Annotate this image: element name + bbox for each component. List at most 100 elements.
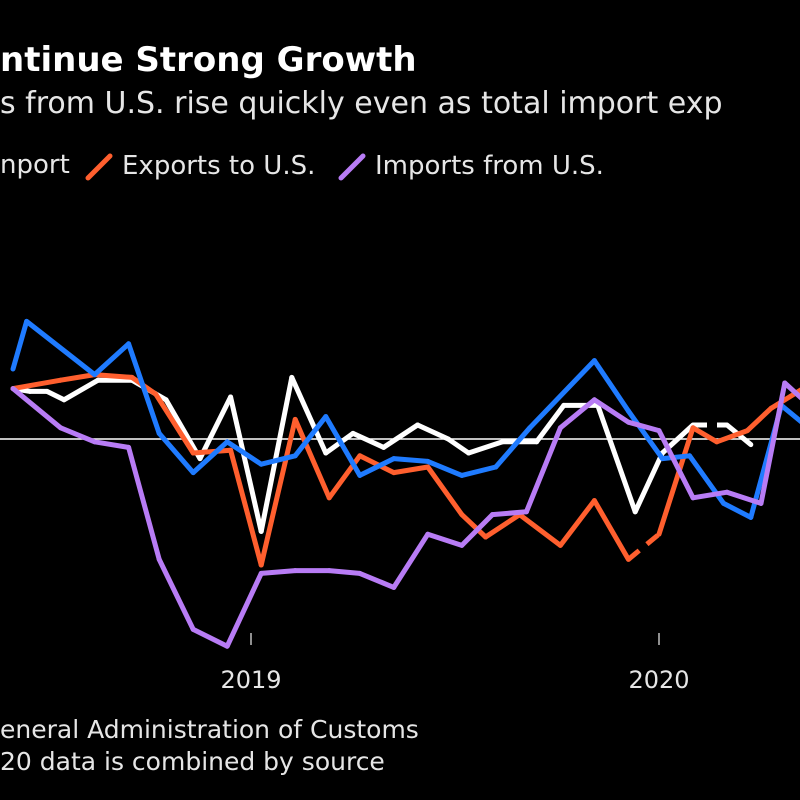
series-0-segment xyxy=(445,436,472,456)
series-1-segment xyxy=(656,425,696,537)
series-3-segment xyxy=(758,380,788,506)
series-0-segment xyxy=(228,394,264,534)
series-1-segment xyxy=(425,464,465,518)
line-chart: 2019 2020 xyxy=(0,318,800,694)
series-1-segment xyxy=(626,532,661,562)
legend-item-imports-from-us: Imports from U.S. xyxy=(337,150,604,182)
series-2-segment xyxy=(778,402,800,424)
series-2-segment xyxy=(493,425,533,470)
series-3-segment xyxy=(391,531,431,590)
source-note: eneral Administration of Customs 20 data… xyxy=(0,714,419,778)
x-tick-label: 2020 xyxy=(628,666,689,694)
series-1-segment xyxy=(153,391,196,456)
series-1-segment xyxy=(10,377,64,392)
series-2-segment xyxy=(659,453,693,462)
series-3-segment xyxy=(92,439,132,450)
series-3-segment xyxy=(625,419,662,434)
series-0-segment xyxy=(534,402,567,445)
series-3-segment xyxy=(591,397,631,425)
series-1-segment xyxy=(768,387,800,411)
series-0-segment xyxy=(466,439,506,456)
series-0-segment xyxy=(197,394,234,462)
series-3-segment xyxy=(10,386,64,431)
series-0-segment xyxy=(289,374,329,456)
legend-label: Exports to U.S. xyxy=(122,151,316,181)
series-2-segment xyxy=(156,430,196,476)
series-1-segment xyxy=(326,453,363,501)
series-0-segment xyxy=(44,388,67,403)
series-0-segment xyxy=(415,422,451,442)
series-2-segment xyxy=(591,358,631,414)
series-0-segment xyxy=(350,430,387,450)
series-0-segment xyxy=(632,450,665,515)
series-2-segment xyxy=(323,414,363,478)
series-0-segment xyxy=(61,377,101,403)
chart-subtitle: s from U.S. rise quickly even as total i… xyxy=(0,86,723,121)
series-1-segment xyxy=(459,512,489,540)
series-0-segment xyxy=(595,402,638,515)
series-1-segment xyxy=(557,498,597,548)
legend-label: nport xyxy=(0,150,70,180)
series-1-segment xyxy=(744,405,774,434)
source-line-1: eneral Administration of Customs xyxy=(0,715,419,744)
series-1-segment xyxy=(228,447,264,568)
purple-line-swatch-icon xyxy=(338,153,366,181)
series-1-segment xyxy=(292,416,332,501)
series-2-segment xyxy=(10,318,30,372)
series-1-segment xyxy=(517,512,563,548)
series-0-segment xyxy=(258,374,295,534)
series-3-segment xyxy=(190,626,230,649)
series-1-segment xyxy=(483,512,523,540)
series-1-segment xyxy=(190,447,234,456)
series-1-segment xyxy=(690,425,720,445)
legend-item-exports-to-us: Exports to U.S. xyxy=(84,150,315,182)
series-1-segment xyxy=(58,372,98,383)
series-3-segment xyxy=(58,425,98,445)
chart-title: ntinue Strong Growth xyxy=(0,40,417,80)
series-2-segment xyxy=(224,439,264,467)
legend: nport Exports to U.S. Imports from U.S. xyxy=(0,150,800,186)
series-3-segment xyxy=(690,489,730,501)
series-3-segment xyxy=(557,397,597,431)
series-2-segment xyxy=(92,341,132,378)
series-2-segment xyxy=(459,464,499,478)
series-layer xyxy=(10,318,800,649)
series-2-segment xyxy=(527,358,597,431)
series-3-segment xyxy=(224,570,264,649)
series-2-segment xyxy=(258,453,298,467)
series-2-segment xyxy=(292,414,329,459)
series-2-segment xyxy=(721,500,754,520)
series-2-segment xyxy=(190,439,230,476)
series-3-segment xyxy=(156,556,196,632)
series-1-segment xyxy=(258,416,298,568)
series-1-segment xyxy=(591,498,631,562)
x-tick-label: 2019 xyxy=(220,666,281,694)
series-3-segment xyxy=(782,380,800,401)
series-3-segment xyxy=(425,531,465,548)
series-3-segment xyxy=(258,568,298,576)
series-3-segment xyxy=(459,512,495,548)
source-line-2: 20 data is combined by source xyxy=(0,747,385,776)
series-3-segment xyxy=(724,489,764,506)
series-3-segment xyxy=(489,509,529,518)
series-1-segment xyxy=(391,464,431,476)
legend-label: Imports from U.S. xyxy=(375,151,604,181)
series-3-segment xyxy=(357,570,397,590)
series-1-segment xyxy=(357,453,397,476)
series-3-segment xyxy=(126,444,162,562)
series-2-segment xyxy=(625,408,665,462)
series-1-segment xyxy=(714,428,750,445)
series-3-segment xyxy=(326,568,363,576)
legend-item-total-import: nport xyxy=(0,150,70,180)
series-2-segment xyxy=(357,456,397,478)
series-1-segment xyxy=(92,372,135,380)
series-0-segment xyxy=(381,422,421,450)
series-2-segment xyxy=(425,458,465,478)
orange-line-swatch-icon xyxy=(85,153,113,181)
series-0-segment xyxy=(163,397,203,462)
tick-label-layer: 2019 2020 xyxy=(220,666,689,694)
series-2-segment xyxy=(24,318,98,378)
series-2-segment xyxy=(391,456,431,464)
series-2-segment xyxy=(126,341,162,436)
series-3-segment xyxy=(656,428,696,501)
